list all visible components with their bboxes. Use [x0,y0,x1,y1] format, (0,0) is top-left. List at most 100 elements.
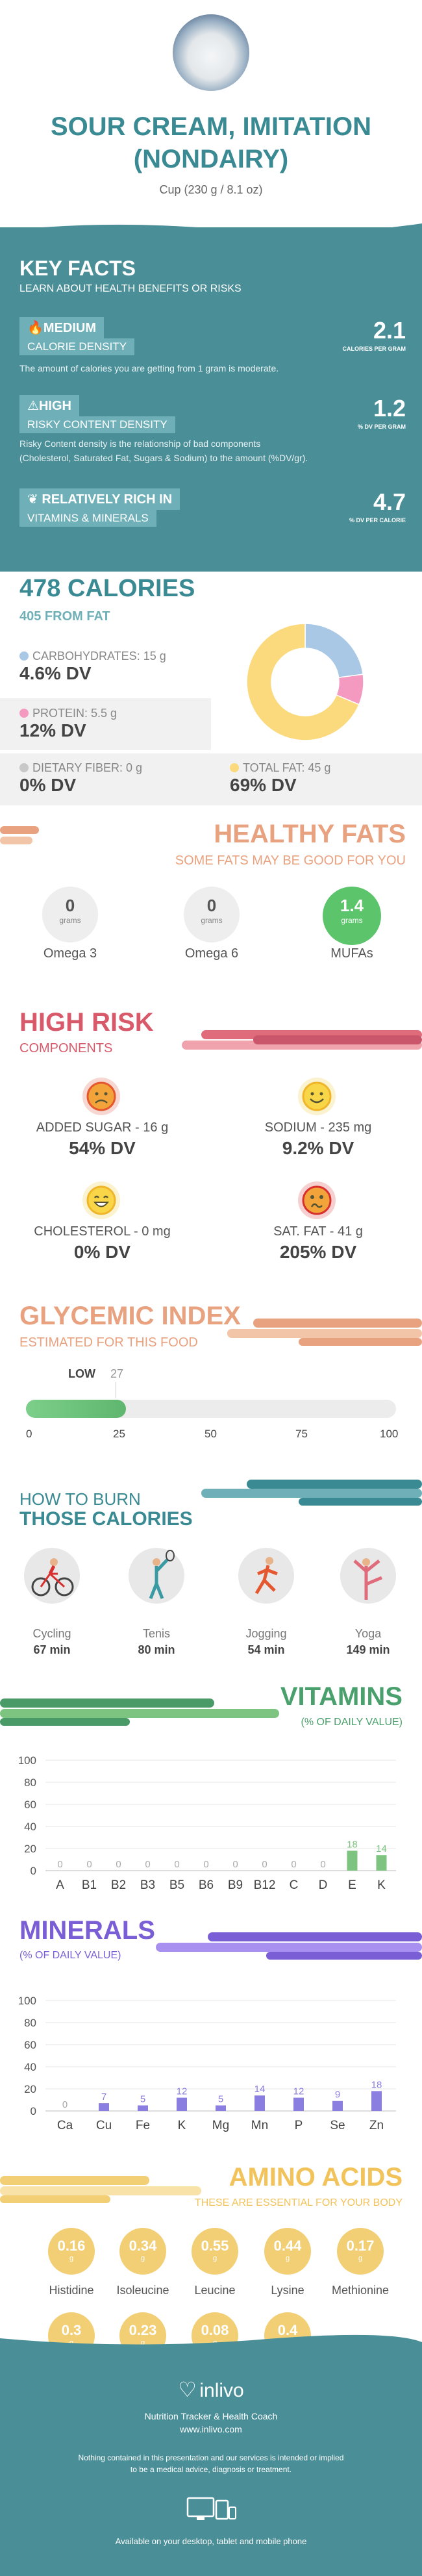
minerals-bar-mg [216,2105,226,2111]
vitamins-value-label: 18 [347,1839,358,1850]
minerals-bar-zn [371,2091,382,2111]
burn-heading-2: THOSE CALORIES [19,1508,193,1530]
grin-face-icon [82,1181,121,1223]
minerals-value-label: 14 [254,2084,266,2095]
vitamins-category-label: K [377,1878,386,1892]
vitamins-value-label: 0 [291,1859,296,1870]
cycling-minutes: 67 min [33,1643,71,1656]
calorie-density-tag: 🔥MEDIUM CALORIE DENSITY [19,317,135,355]
yoga-label: Yoga [354,1627,382,1640]
vitamins-category-label: C [290,1878,299,1892]
minerals-category-label: Ca [57,2119,73,2132]
amino-heading: AMINO ACIDS [229,2163,403,2191]
vitamins-ytick: 100 [18,1754,36,1767]
minerals-value-label: 7 [101,2091,106,2102]
footer-brand: ♡ inlivo [178,2378,244,2401]
worried-face-icon [297,1181,336,1223]
minerals-value-label: 9 [335,2090,340,2101]
sodium-label: SODIUM - 235 mg [264,1120,372,1135]
glycemic-value: 27 [110,1367,124,1380]
vitamins-value-label: 0 [86,1859,92,1870]
risky-density-tag: ⚠HIGH RISKY CONTENT DENSITY [19,395,175,433]
key-facts-subheading: LEARN ABOUT HEALTH BENEFITS OR RISKS [19,283,242,294]
minerals-category-label: Zn [369,2119,384,2132]
carbs-dot [19,651,29,661]
footer-available: Available on your desktop, tablet and mo… [115,2536,307,2546]
risky-density-desc: Risky Content density is the relationshi… [19,438,308,463]
vitamins-bar-e [347,1850,358,1871]
minerals-ytick: 80 [24,2017,36,2029]
omega3-circle: 0 grams [42,887,98,942]
calorie-density-desc: The amount of calories you are getting f… [19,363,279,373]
fat-item: TOTAL FAT: 45 g 69% DV [230,761,331,795]
gi-tick-50: 50 [205,1428,217,1440]
glycemic-heading: GLYCEMIC INDEX [19,1302,241,1330]
minerals-subheading: (% OF DAILY VALUE) [19,1950,121,1961]
mufa-label: MUFAs [330,946,373,961]
vitamins-value-label: 0 [145,1859,150,1870]
warning-icon: ⚠ [27,399,39,413]
calories-from-fat: 405 FROM FAT [19,609,110,624]
vitamins-ytick: 0 [31,1865,36,1877]
amino-circle-methionine: 0.17 g [337,2228,384,2275]
gi-tick-25: 25 [113,1428,125,1440]
burn-stripes [201,1480,422,1506]
vitamins-category-label: B9 [228,1878,243,1892]
vitamins-category-label: E [348,1878,356,1892]
high-risk-subheading: COMPONENTS [19,1041,113,1055]
minerals-bar-cu [99,2103,109,2111]
vitamins-category-label: B12 [254,1878,276,1892]
carbs-item: CARBOHYDRATES: 15 g 4.6% DV [19,650,166,683]
vitamins-ytick: 20 [24,1843,36,1855]
yoga-icon [340,1548,396,1604]
fiber-dot [19,763,29,772]
minerals-value-label: 5 [218,2094,223,2105]
jogging-icon [238,1548,294,1604]
amino-label-isoleucine: Isoleucine [116,2284,169,2297]
vitamins-value-label: 14 [376,1843,387,1854]
minerals-category-label: Mg [212,2119,229,2132]
vitamins-value-label: 0 [116,1859,121,1870]
cycling-label: Cycling [32,1627,71,1640]
burn-heading-1: HOW TO BURN [19,1489,141,1509]
vitamins-minerals-unit: % DV PER CALORIE [349,517,406,524]
amino-label-histidine: Histidine [49,2284,94,2297]
minerals-bar-mn [254,2095,265,2111]
minerals-category-label: K [178,2119,186,2132]
sad-face-icon [82,1077,121,1119]
minerals-stripes [156,1932,422,1960]
fats-stripes-left [0,826,39,844]
tennis-minutes: 80 min [138,1643,175,1656]
jogging-minutes: 54 min [247,1643,285,1656]
protein-band [0,698,211,750]
minerals-heading: MINERALS [19,1916,155,1945]
fire-icon: 🔥 [27,321,43,335]
vitamins-value-label: 0 [174,1859,179,1870]
vitamins-value-label: 0 [320,1859,325,1870]
amino-label-leucine: Leucine [194,2284,236,2297]
amino-label-lysine: Lysine [271,2284,304,2297]
vitamins-ytick: 40 [24,1821,36,1833]
donut-slice-total-fat [246,623,360,741]
protein-dot [19,709,29,718]
footer-url[interactable]: www.inlivo.com [180,2424,242,2434]
risk-stripes [182,1030,422,1050]
risky-density-unit: % DV PER GRAM [357,423,406,430]
footer [0,2345,422,2576]
minerals-ytick: 100 [18,1995,36,2007]
jogging-label: Jogging [245,1627,287,1640]
glycemic-level: LOW [68,1367,95,1380]
sat-fat-dv: 205% DV [279,1242,357,1262]
cholesterol-label: CHOLESTEROL - 0 mg [34,1224,171,1239]
minerals-ytick: 0 [31,2105,36,2117]
footer-tagline: Nutrition Tracker & Health Coach [144,2411,278,2421]
mufa-circle: 1.4 grams [323,887,381,945]
vitamins-value-label: 0 [57,1859,62,1870]
gi-tick-100: 100 [380,1428,399,1440]
calories-heading: 478 CALORIES [19,575,195,602]
high-risk-heading: HIGH RISK [19,1008,154,1037]
added-sugar-dv: 54% DV [69,1138,136,1158]
minerals-value-label: 0 [62,2099,68,2110]
amino-label-methionine: Methionine [331,2284,390,2297]
minerals-bar-fe [138,2105,148,2111]
